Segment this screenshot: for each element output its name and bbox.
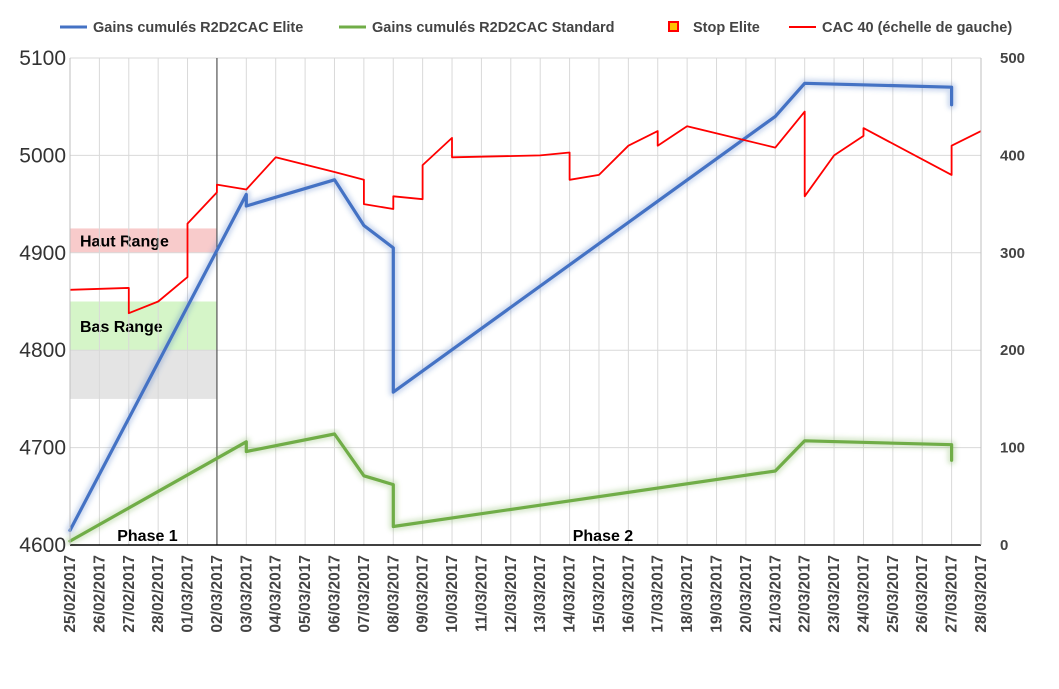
range-bands: Haut Range Bas Range bbox=[70, 228, 217, 399]
x-tick-label: 12/03/2017 bbox=[503, 555, 520, 633]
x-tick-label: 09/03/2017 bbox=[415, 555, 432, 633]
x-tick-label: 14/03/2017 bbox=[562, 555, 579, 633]
x-tick-label: 26/03/2017 bbox=[914, 555, 931, 633]
x-tick-label: 28/03/2017 bbox=[973, 555, 990, 633]
x-tick-label: 25/03/2017 bbox=[885, 555, 902, 633]
range-band-label: Bas Range bbox=[80, 319, 163, 336]
y-left-tick-label: 4800 bbox=[19, 339, 66, 362]
phase-label: Phase 1 bbox=[117, 528, 178, 545]
x-tick-label: 20/03/2017 bbox=[738, 555, 755, 633]
legend-swatch-marker bbox=[668, 21, 679, 32]
y-left-tick-label: 4900 bbox=[19, 242, 66, 265]
x-tick-label: 27/03/2017 bbox=[944, 555, 961, 633]
series-line-3 bbox=[69, 110, 982, 315]
legend: Gains cumulés R2D2CAC Elite Gains cumulés… bbox=[60, 20, 1012, 36]
x-tick-label: 02/03/2017 bbox=[209, 555, 226, 633]
x-tick-label: 08/03/2017 bbox=[385, 555, 402, 633]
x-tick-label: 03/03/2017 bbox=[238, 555, 255, 633]
y-right-tick-label: 0 bbox=[1000, 537, 1008, 554]
legend-label: CAC 40 (échelle de gauche) bbox=[822, 20, 1012, 36]
x-tick-label: 16/03/2017 bbox=[620, 555, 637, 633]
x-tick-label: 28/02/2017 bbox=[150, 555, 167, 633]
y-right-tick-label: 300 bbox=[1000, 245, 1025, 262]
x-tick-label: 23/03/2017 bbox=[826, 555, 843, 633]
y-right-tick-label: 200 bbox=[1000, 342, 1025, 359]
range-band-label: Haut Range bbox=[80, 234, 169, 251]
x-tick-label: 26/02/2017 bbox=[91, 555, 108, 633]
y-left-tick-label: 5100 bbox=[19, 47, 66, 70]
series-lines bbox=[65, 78, 982, 546]
x-tick-label: 27/02/2017 bbox=[121, 555, 138, 633]
x-tick-label: 21/03/2017 bbox=[767, 555, 784, 633]
y-left-tick-label: 4600 bbox=[19, 534, 66, 557]
x-tick-label: 13/03/2017 bbox=[532, 555, 549, 633]
x-tick-label: 22/03/2017 bbox=[797, 555, 814, 633]
y-right-tick-label: 100 bbox=[1000, 440, 1025, 457]
x-tick-label: 04/03/2017 bbox=[268, 555, 285, 633]
x-tick-label: 25/02/2017 bbox=[62, 555, 79, 633]
phase-labels: Phase 1 Phase 2 bbox=[117, 528, 633, 545]
legend-label: Gains cumulés R2D2CAC Elite bbox=[93, 20, 303, 36]
range-band-1 bbox=[70, 301, 217, 351]
y-right-tick-label: 400 bbox=[1000, 147, 1025, 164]
legend-label: Stop Elite bbox=[693, 20, 760, 36]
x-tick-label: 05/03/2017 bbox=[297, 555, 314, 633]
axes bbox=[69, 58, 982, 546]
series-line-1 bbox=[68, 432, 954, 543]
phase-label: Phase 2 bbox=[573, 528, 634, 545]
series-line-0 bbox=[68, 81, 954, 533]
x-tick-label: 10/03/2017 bbox=[444, 555, 461, 633]
x-tick-label: 11/03/2017 bbox=[473, 555, 490, 632]
range-band-0 bbox=[70, 228, 217, 253]
x-tick-label: 15/03/2017 bbox=[591, 555, 608, 633]
x-tick-label: 07/03/2017 bbox=[356, 555, 373, 633]
x-tick-label: 19/03/2017 bbox=[709, 555, 726, 633]
x-tick-label: 01/03/2017 bbox=[180, 555, 197, 633]
x-tick-label: 18/03/2017 bbox=[679, 555, 696, 633]
x-tick-label: 17/03/2017 bbox=[650, 555, 667, 633]
x-tick-label: 24/03/2017 bbox=[855, 555, 872, 633]
y-right-tick-label: 500 bbox=[1000, 50, 1025, 67]
legend-label: Gains cumulés R2D2CAC Standard bbox=[372, 20, 615, 36]
tick-labels: 4600 4700 4800 4900 5000 5100 0 100 200 300 400 500… bbox=[19, 47, 1025, 633]
x-tick-label: 06/03/2017 bbox=[326, 555, 343, 633]
y-left-tick-label: 5000 bbox=[19, 144, 66, 167]
y-left-tick-label: 4700 bbox=[19, 437, 66, 460]
